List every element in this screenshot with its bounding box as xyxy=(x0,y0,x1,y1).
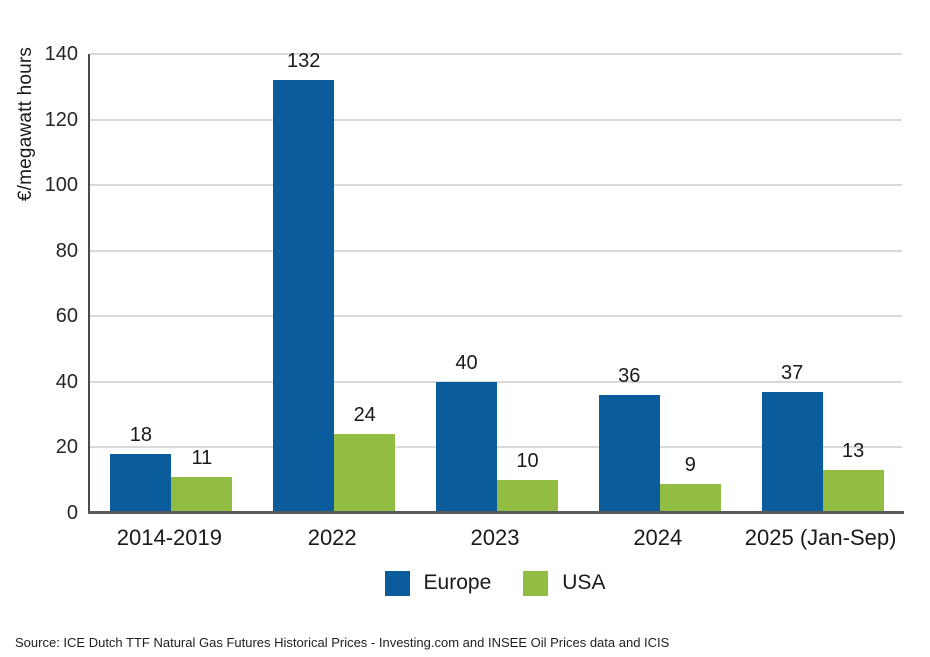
legend-swatch-usa xyxy=(523,570,549,596)
bar-europe-2024 xyxy=(598,394,660,513)
bar-value-label: 11 xyxy=(191,446,213,469)
bar-value-label: 132 xyxy=(287,50,321,73)
gridline-120 xyxy=(90,118,902,121)
y-tick-label-120: 120 xyxy=(44,108,78,131)
gridline-60 xyxy=(90,315,902,318)
y-tick-label-60: 60 xyxy=(55,305,78,328)
y-tick-label-100: 100 xyxy=(44,174,78,197)
x-axis-label-2014-2019: 2014-2019 xyxy=(116,525,222,550)
gridline-140 xyxy=(90,53,902,55)
bar-usa-2014-2019 xyxy=(171,476,233,513)
x-axis-line xyxy=(88,511,904,514)
bar-usa-2025-jan-sep- xyxy=(822,470,884,513)
y-tick-label-80: 80 xyxy=(55,239,78,262)
x-axis-label-2025-jan-sep-: 2025 (Jan-Sep) xyxy=(744,525,897,550)
legend-label-usa: USA xyxy=(562,571,606,594)
legend: Europe USA xyxy=(88,567,902,599)
x-axis-label-2024: 2024 xyxy=(633,525,683,550)
gridline-80 xyxy=(90,249,902,252)
plot-area: 18 11 132 24 40 10 36 9 37 13 xyxy=(88,50,902,513)
bar-value-label: 13 xyxy=(841,440,865,463)
legend-item-usa: USA xyxy=(523,570,606,596)
legend-item-europe: Europe xyxy=(384,570,492,596)
bar-usa-2024 xyxy=(659,483,721,513)
y-tick-label-140: 140 xyxy=(44,43,78,65)
source-note: Source: ICE Dutch TTF Natural Gas Future… xyxy=(15,635,670,650)
bar-value-label: 36 xyxy=(618,364,641,387)
bar-europe-2014-2019 xyxy=(110,454,172,513)
bar-value-label: 40 xyxy=(455,351,478,374)
bar-value-label: 37 xyxy=(780,361,804,384)
bar-value-label: 9 xyxy=(684,453,696,476)
y-tick-label-0: 0 xyxy=(66,502,78,524)
bar-value-label: 18 xyxy=(129,424,153,446)
gridline-100 xyxy=(90,184,902,187)
bar-value-label: 10 xyxy=(516,450,539,473)
legend-label-europe: Europe xyxy=(423,571,492,594)
y-tick-label-20: 20 xyxy=(55,436,78,459)
bar-usa-2022 xyxy=(334,434,396,513)
bar-europe-2023 xyxy=(436,381,497,513)
bar-europe-2025-jan-sep- xyxy=(761,391,823,513)
bar-value-label: 24 xyxy=(353,404,376,427)
bar-europe-2022 xyxy=(273,80,335,513)
x-axis-label-2022: 2022 xyxy=(307,525,357,550)
legend-swatch-europe xyxy=(384,570,410,596)
x-axis-label-2023: 2023 xyxy=(470,525,520,550)
bar-usa-2023 xyxy=(497,480,558,513)
y-tick-label-40: 40 xyxy=(55,370,78,393)
